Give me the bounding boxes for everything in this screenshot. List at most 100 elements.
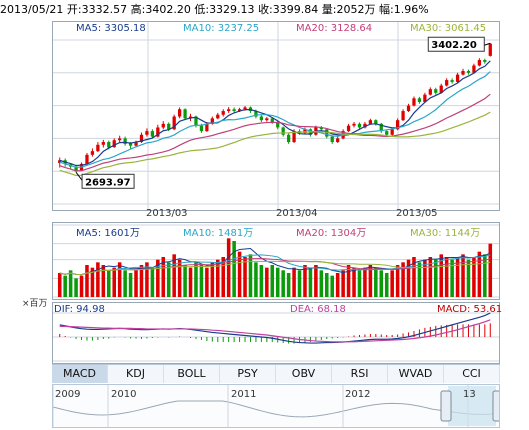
candle-body [205,123,209,132]
volume-bar [74,278,78,297]
candle-body [379,123,383,132]
tab-wvad[interactable]: WVAD [388,365,444,383]
candle-body [286,134,291,143]
candle-body [368,120,373,124]
tab-boll[interactable]: BOLL [164,365,220,383]
volume-bar [128,273,133,297]
volume-bar [112,267,116,297]
volume-panel [52,222,500,300]
tab-rsi[interactable]: RSI [332,365,388,383]
price-ma10-label: MA10: 3237.25 [183,23,260,34]
tab-psy[interactable]: PSY [220,365,276,383]
candle-body [74,166,78,172]
candle-body [336,138,340,143]
vol-ma5-label: MA5: 1601万 [76,228,140,239]
low-label: 低: [194,3,210,16]
macd-value-label: MACD: 53.61 [437,304,503,315]
candle-body [417,98,422,102]
volume-bar [308,267,313,297]
macd-dea-label: DEA: 68.18 [290,304,346,315]
candle-body [172,116,176,130]
navigator-selection [448,386,496,426]
volume-bar [455,257,460,297]
candle-body [303,129,307,133]
candle-body [183,109,187,119]
candle-body [477,60,482,66]
volume-label: 量: [321,3,337,16]
price-axis-left [0,21,50,211]
candle-body [466,70,471,73]
tab-macd[interactable]: MACD [52,365,108,383]
candle-body [199,125,204,132]
navigator-overview: 2009 2010 2011 2012 13 [53,385,499,427]
volume-bar [68,270,73,297]
volume-bar [188,267,193,297]
volume-bar [85,265,89,297]
macd-dif-label: DIF: 94.98 [54,304,105,315]
price-ma-line [59,111,491,177]
tab-cci[interactable]: CCI [444,365,500,383]
volume-value: 2052万 [336,3,376,16]
volume-bar [139,265,144,297]
navigator-year-label: 2009 [55,389,80,400]
volume-bar [439,254,443,297]
volume-bar [216,259,220,297]
navigator-year-label: 2011 [231,389,256,400]
low-value: 3329.13 [209,3,255,16]
price-ma5-label: MA5: 3305.18 [76,23,146,34]
tab-obv[interactable]: OBV [276,365,332,383]
volume-bar [183,265,187,297]
candle-body [161,123,165,128]
candle-body [488,43,492,56]
date-tick-1: 2013/03 [146,208,188,219]
candle-body [150,131,155,137]
candle-body [483,60,487,62]
candle-body [385,131,389,135]
volume-bar [90,267,95,297]
time-navigator[interactable]: 2009 2010 2011 2012 13 [52,384,500,428]
low-pointer [75,171,83,181]
open-value: 3332.57 [81,3,128,16]
candle-body [276,122,280,128]
volume-ma-line [59,260,491,276]
volume-bar [281,270,285,297]
change-value: 1.96% [393,3,429,16]
candle-body [357,123,362,128]
high-pointer [484,42,491,46]
volume-bar [237,251,242,297]
volume-bar [161,257,166,297]
candle-body [145,131,149,135]
candle-body [270,118,274,122]
macd-chart [53,312,499,362]
candle-body [363,123,367,128]
candle-body [254,111,258,117]
volume-bar [444,257,449,297]
candle-body [243,107,247,110]
volume-bar [363,267,367,297]
volume-bar [428,257,433,297]
macd-panel [52,302,500,364]
high-annotation: 3402.20 [431,40,477,51]
candle-body [325,129,329,137]
candle-body [352,123,356,126]
volume-bar [172,254,176,297]
volume-bar [461,254,465,297]
candle-body [346,125,351,132]
volume-bar [379,270,384,297]
tab-kdj[interactable]: KDJ [108,365,164,383]
volume-bar [134,270,138,297]
volume-bar [434,259,438,297]
volume-bar [117,262,122,297]
candle-body [177,109,182,117]
volume-bar [488,243,493,297]
volume-bar [417,262,422,297]
quote-header: 2013/05/21 开:3332.57 高:3402.20 低:3329.13… [0,0,529,20]
candle-body [439,85,443,93]
quote-date: 2013/05/21 [0,3,64,16]
volume-bar [254,262,258,297]
volume-bar [303,265,307,297]
candle-body [265,118,269,121]
vol-ma30-label: MA30: 1144万 [410,228,481,239]
volume-bar [270,265,275,297]
price-axis-right [503,21,529,211]
